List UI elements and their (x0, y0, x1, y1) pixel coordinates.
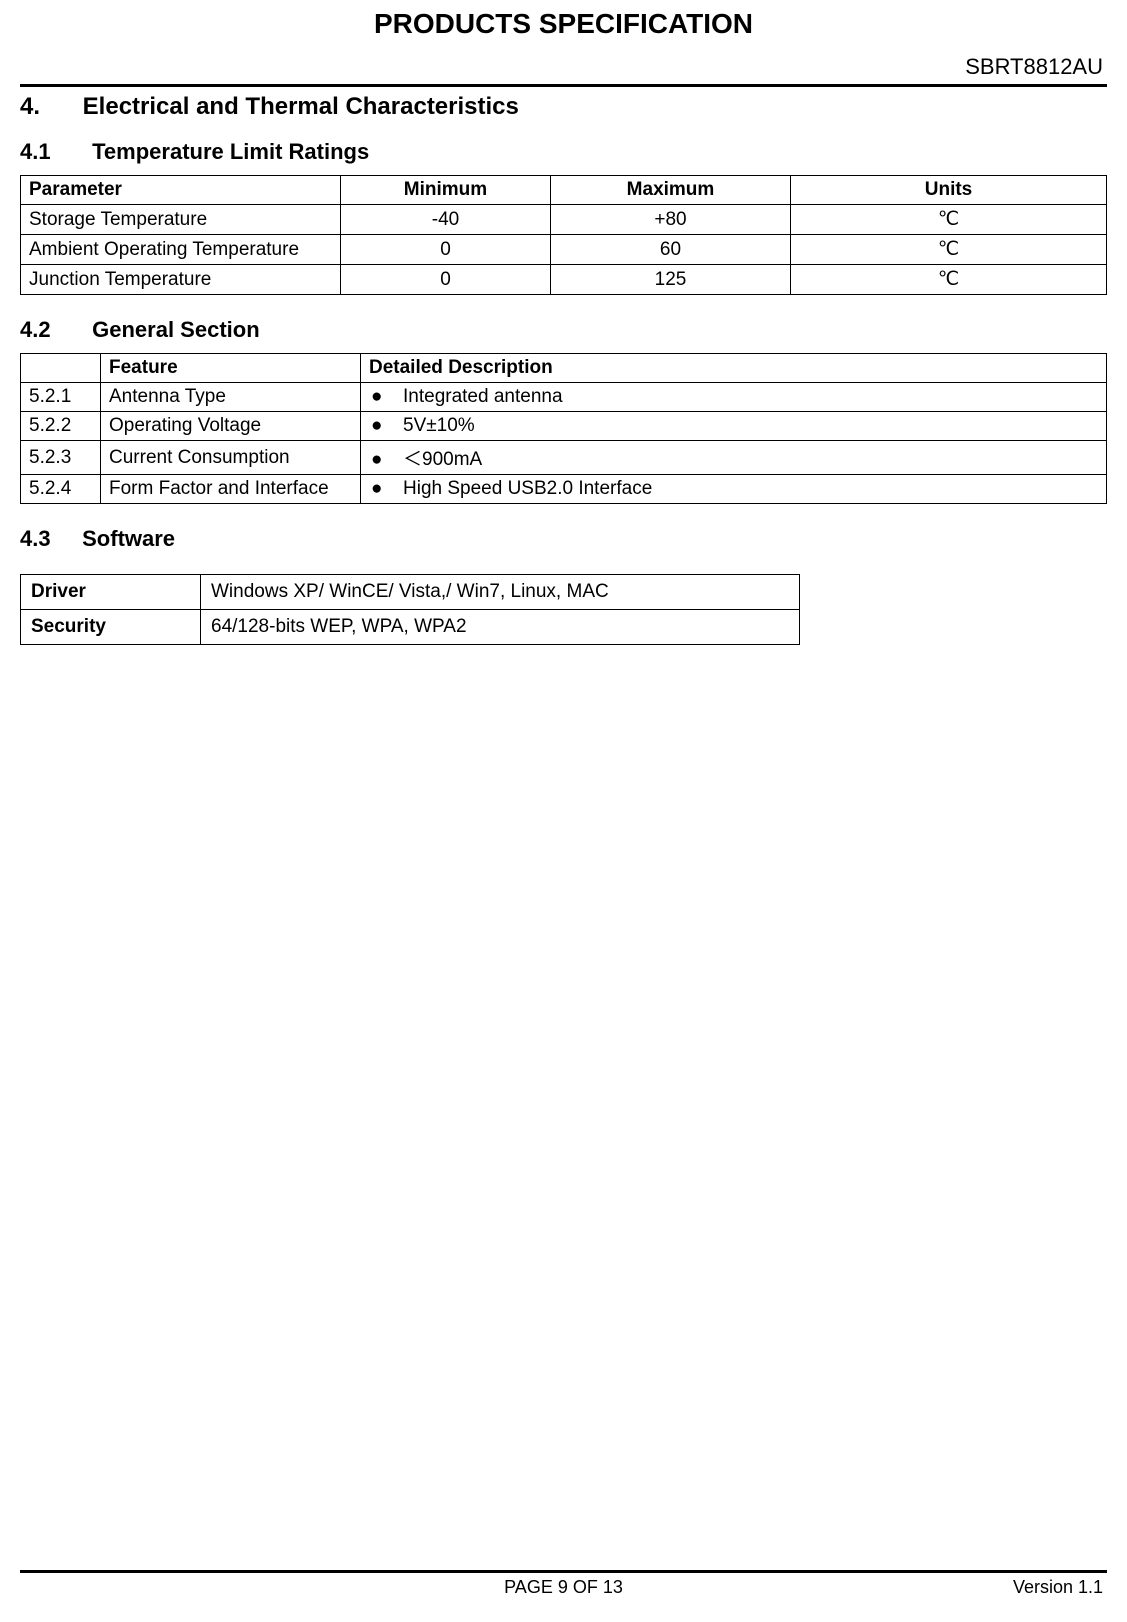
cell-description: ●＜900mA (361, 441, 1107, 475)
cell-index: 5.2.3 (21, 441, 101, 475)
page-number: PAGE 9 OF 13 (504, 1577, 623, 1598)
table-row: 5.2.2 Operating Voltage ●5V±10% (21, 412, 1107, 441)
cell-param: Ambient Operating Temperature (21, 235, 341, 265)
cell-min: -40 (341, 205, 551, 235)
cell-units: ℃ (791, 265, 1107, 295)
section-4-number: 4. (20, 93, 76, 121)
cell-description: ●5V±10% (361, 412, 1107, 441)
col-index (21, 354, 101, 383)
cell-label: Security (21, 610, 201, 645)
section-4-3-heading: 4.3 Software (20, 526, 1107, 552)
section-4-3-title: Software (82, 526, 175, 551)
general-section-table: Feature Detailed Description 5.2.1 Anten… (20, 353, 1107, 504)
cell-value: 64/128-bits WEP, WPA, WPA2 (201, 610, 800, 645)
table-row: Security 64/128-bits WEP, WPA, WPA2 (21, 610, 800, 645)
cell-description: ●Integrated antenna (361, 383, 1107, 412)
table-row: 5.2.1 Antenna Type ●Integrated antenna (21, 383, 1107, 412)
bullet-icon: ● (369, 386, 403, 408)
page-footer: PAGE 9 OF 13 Version 1.1 (20, 1570, 1107, 1598)
temperature-table: Parameter Minimum Maximum Units Storage … (20, 175, 1107, 295)
cell-max: +80 (551, 205, 791, 235)
header-rule (20, 84, 1107, 87)
section-4-2-number: 4.2 (20, 317, 86, 343)
desc-text: ＜900mA (403, 449, 482, 470)
col-feature: Feature (101, 354, 361, 383)
cell-units: ℃ (791, 235, 1107, 265)
table-row: 5.2.3 Current Consumption ●＜900mA (21, 441, 1107, 475)
model-number: SBRT8812AU (20, 54, 1107, 84)
cell-feature: Current Consumption (101, 441, 361, 475)
cell-index: 5.2.1 (21, 383, 101, 412)
cell-feature: Antenna Type (101, 383, 361, 412)
section-4-3-number: 4.3 (20, 526, 76, 552)
cell-index: 5.2.2 (21, 412, 101, 441)
section-4-1-title: Temperature Limit Ratings (92, 139, 369, 164)
desc-text: 5V±10% (403, 415, 475, 436)
cell-param: Junction Temperature (21, 265, 341, 295)
bullet-icon: ● (369, 415, 403, 437)
table-row: Ambient Operating Temperature 0 60 ℃ (21, 235, 1107, 265)
table-row: Storage Temperature -40 +80 ℃ (21, 205, 1107, 235)
section-4-title: Electrical and Thermal Characteristics (83, 93, 519, 120)
cell-min: 0 (341, 265, 551, 295)
cell-param: Storage Temperature (21, 205, 341, 235)
cell-description: ●High Speed USB2.0 Interface (361, 475, 1107, 504)
table-header-row: Feature Detailed Description (21, 354, 1107, 383)
desc-text: High Speed USB2.0 Interface (403, 478, 652, 499)
version-label: Version 1.1 (1013, 1577, 1103, 1598)
bullet-icon: ● (369, 449, 403, 471)
cell-feature: Operating Voltage (101, 412, 361, 441)
cell-label: Driver (21, 575, 201, 610)
section-4-1-number: 4.1 (20, 139, 86, 165)
col-maximum: Maximum (551, 176, 791, 205)
cell-index: 5.2.4 (21, 475, 101, 504)
cell-units: ℃ (791, 205, 1107, 235)
table-header-row: Parameter Minimum Maximum Units (21, 176, 1107, 205)
footer-left-spacer (24, 1577, 29, 1598)
desc-text: Integrated antenna (403, 386, 563, 407)
bullet-icon: ● (369, 478, 403, 500)
col-parameter: Parameter (21, 176, 341, 205)
cell-value: Windows XP/ WinCE/ Vista,/ Win7, Linux, … (201, 575, 800, 610)
col-units: Units (791, 176, 1107, 205)
table-row: Junction Temperature 0 125 ℃ (21, 265, 1107, 295)
section-4-2-heading: 4.2 General Section (20, 317, 1107, 343)
software-table: Driver Windows XP/ WinCE/ Vista,/ Win7, … (20, 574, 800, 645)
cell-min: 0 (341, 235, 551, 265)
cell-max: 125 (551, 265, 791, 295)
section-4-2-title: General Section (92, 317, 260, 342)
document-title: PRODUCTS SPECIFICATION (20, 0, 1107, 54)
section-4-1-heading: 4.1 Temperature Limit Ratings (20, 139, 1107, 165)
cell-feature: Form Factor and Interface (101, 475, 361, 504)
table-row: 5.2.4 Form Factor and Interface ●High Sp… (21, 475, 1107, 504)
col-minimum: Minimum (341, 176, 551, 205)
footer-rule (20, 1570, 1107, 1573)
cell-max: 60 (551, 235, 791, 265)
section-4-heading: 4. Electrical and Thermal Characteristic… (20, 93, 1107, 121)
col-description: Detailed Description (361, 354, 1107, 383)
table-row: Driver Windows XP/ WinCE/ Vista,/ Win7, … (21, 575, 800, 610)
